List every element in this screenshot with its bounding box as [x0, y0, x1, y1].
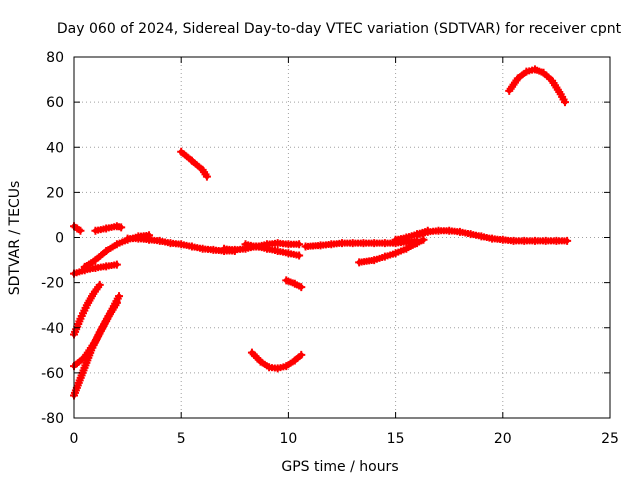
data-marker	[81, 304, 90, 312]
series-arc-9	[177, 147, 211, 181]
data-marker	[115, 223, 124, 231]
chart-title: Day 060 of 2024, Sidereal Day-to-day VTE…	[57, 21, 622, 37]
x-tick-label: 10	[279, 431, 297, 447]
data-marker	[512, 77, 521, 85]
data-marker	[417, 237, 426, 245]
series-arc-1	[70, 222, 85, 235]
data-marker	[295, 282, 304, 290]
y-tick-label: 20	[46, 185, 64, 201]
x-tick-label: 15	[387, 431, 405, 447]
data-marker	[463, 230, 472, 238]
data-marker	[262, 362, 271, 370]
data-marker	[295, 353, 304, 361]
data-marker	[100, 249, 109, 257]
y-tick-label: 40	[46, 140, 64, 156]
x-tick-label: 5	[177, 431, 186, 447]
data-marker	[77, 371, 86, 379]
data-marker	[474, 232, 483, 240]
data-marker	[89, 257, 98, 265]
data-marker	[260, 244, 269, 252]
data-marker	[279, 363, 288, 371]
data-marker	[94, 331, 103, 339]
data-marker	[288, 279, 297, 287]
gridlines	[74, 57, 610, 418]
axis-ticks: 0 5 10 15 20 25 -80 -60 -40 -20 0 20 40 60 80	[41, 50, 619, 447]
series-arc-18	[505, 65, 569, 107]
y-tick-label: 60	[46, 95, 64, 111]
data-marker	[110, 261, 119, 269]
data-marker	[201, 170, 210, 178]
series-arc-3	[70, 280, 104, 339]
data-marker	[378, 254, 387, 262]
data-marker	[185, 242, 194, 250]
data-marker	[559, 95, 568, 103]
data-marker	[249, 242, 258, 250]
data-marker	[88, 292, 97, 300]
x-tick-label: 0	[70, 431, 79, 447]
data-marker	[74, 226, 83, 234]
data-marker	[410, 240, 419, 248]
data-point	[76, 226, 85, 235]
y-tick-label: -40	[41, 321, 64, 337]
data-marker	[520, 69, 529, 77]
data-marker	[75, 317, 84, 325]
x-tick-label: 25	[601, 431, 619, 447]
series-arc-11	[241, 240, 304, 260]
data-marker	[421, 229, 430, 237]
series-arc-13	[282, 276, 306, 292]
data-marker	[399, 234, 408, 242]
data-marker	[110, 242, 119, 250]
x-axis-label: GPS time / hours	[281, 459, 398, 475]
data-marker	[555, 88, 564, 96]
series-arc-2	[70, 260, 121, 278]
data-marker	[545, 75, 554, 83]
data-marker	[185, 155, 194, 163]
series-arc-6	[91, 222, 126, 235]
data-marker	[292, 251, 301, 259]
data-marker	[388, 250, 397, 258]
data-marker	[399, 246, 408, 254]
data-marker	[560, 237, 569, 245]
data-points	[70, 65, 572, 400]
x-tick-label: 20	[494, 431, 512, 447]
data-marker	[288, 358, 297, 366]
data-marker	[196, 164, 205, 172]
series-arc-5	[70, 298, 121, 400]
y-axis-label: SDTVAR / TECUs	[7, 181, 23, 296]
series-arc-12	[247, 348, 306, 373]
series-arc-15	[355, 235, 428, 267]
y-tick-label: -80	[41, 411, 64, 427]
y-tick-label: -20	[41, 276, 64, 292]
data-marker	[111, 301, 120, 309]
y-tick-label: 80	[46, 50, 64, 66]
data-marker	[281, 249, 290, 257]
data-marker	[86, 349, 95, 357]
data-marker	[99, 225, 108, 233]
y-tick-label: -60	[41, 366, 64, 382]
data-marker	[78, 267, 87, 275]
y-tick-label: 0	[55, 231, 64, 247]
data-marker	[271, 246, 279, 254]
data-marker	[367, 256, 376, 264]
data-marker	[537, 68, 546, 76]
data-marker	[94, 283, 103, 291]
data-marker	[292, 240, 301, 248]
series-arc-17	[413, 226, 572, 245]
data-marker	[102, 315, 111, 323]
